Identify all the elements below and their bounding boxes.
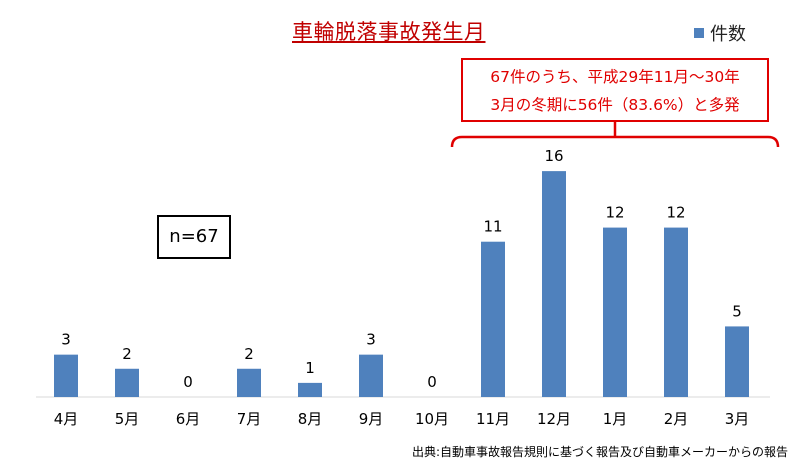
bar-9 [542, 171, 566, 397]
bar-4 [237, 368, 261, 397]
x-tick-label-2: 5月 [115, 410, 140, 428]
data-label-6: 3 [366, 331, 376, 349]
x-tick-label-9: 12月 [537, 410, 571, 428]
data-label-4: 2 [244, 345, 254, 363]
bar-11 [664, 227, 688, 397]
sample-size-box: n=67 [157, 215, 231, 259]
x-tick-label-1: 4月 [54, 410, 79, 428]
legend-swatch [694, 28, 704, 38]
winter-bracket [450, 135, 780, 148]
data-label-2: 2 [122, 345, 132, 363]
data-label-7: 0 [427, 373, 437, 391]
data-label-3: 0 [183, 373, 193, 391]
chart-title: 車輪脱落事故発生月 [292, 20, 486, 44]
bar-5 [298, 382, 322, 397]
winter-callout-box: 67件のうち、平成29年11月～30年 3月の冬期に56件（83.6%）と多発 [461, 58, 769, 122]
callout-line-1: 67件のうち、平成29年11月～30年 [490, 68, 740, 86]
x-tick-label-5: 8月 [298, 410, 323, 428]
data-label-1: 3 [61, 331, 71, 349]
bar-8 [481, 241, 505, 397]
callout-line-2: 3月の冬期に56件（83.6%）と多発 [490, 96, 740, 114]
bar-6 [359, 354, 383, 397]
bar-12 [725, 326, 749, 397]
x-tick-label-12: 3月 [725, 410, 750, 428]
x-tick-label-6: 9月 [359, 410, 384, 428]
data-label-5: 1 [305, 359, 315, 377]
data-label-10: 12 [605, 204, 624, 222]
legend-label: 件数 [710, 24, 746, 45]
x-tick-label-10: 1月 [603, 410, 628, 428]
bar-2 [115, 368, 139, 397]
x-tick-label-7: 10月 [415, 410, 449, 428]
data-label-12: 5 [732, 302, 742, 320]
x-tick-label-3: 6月 [176, 410, 201, 428]
x-tick-label-11: 2月 [664, 410, 689, 428]
source-note: 出典:自動車事故報告規則に基づく報告及び自動車メーカーからの報告 [411, 445, 788, 459]
bar-1 [54, 354, 78, 397]
bar-10 [603, 227, 627, 397]
data-label-8: 11 [483, 218, 502, 236]
data-label-11: 12 [666, 204, 685, 222]
x-tick-label-4: 7月 [237, 410, 262, 428]
legend: 件数 [694, 20, 746, 46]
x-tick-label-8: 11月 [476, 410, 510, 428]
data-label-9: 16 [544, 147, 563, 165]
